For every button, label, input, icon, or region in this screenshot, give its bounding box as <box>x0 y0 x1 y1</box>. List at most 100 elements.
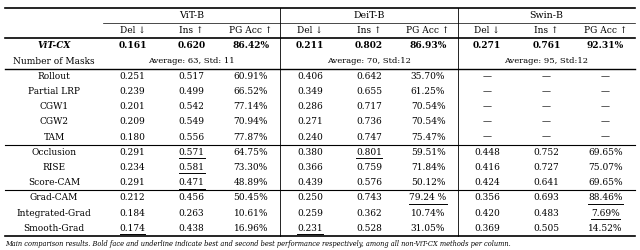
Text: Occlusion: Occlusion <box>31 148 77 157</box>
Text: 0.693: 0.693 <box>534 194 559 202</box>
Text: 0.239: 0.239 <box>120 87 145 96</box>
Text: 0.366: 0.366 <box>297 163 323 172</box>
Text: RISE: RISE <box>42 163 65 172</box>
Text: 0.251: 0.251 <box>120 72 145 81</box>
Text: 0.448: 0.448 <box>474 148 500 157</box>
Text: CGW1: CGW1 <box>40 102 68 111</box>
Text: 0.259: 0.259 <box>297 209 323 218</box>
Text: 0.286: 0.286 <box>297 102 323 111</box>
Text: 0.420: 0.420 <box>474 209 500 218</box>
Text: 0.231: 0.231 <box>297 224 323 233</box>
Text: 0.576: 0.576 <box>356 178 382 187</box>
Text: 31.05%: 31.05% <box>411 224 445 233</box>
Text: 0.620: 0.620 <box>178 42 205 50</box>
Text: 0.369: 0.369 <box>474 224 500 233</box>
Text: 0.271: 0.271 <box>297 118 323 126</box>
Text: 0.234: 0.234 <box>120 163 145 172</box>
Text: 0.263: 0.263 <box>179 209 204 218</box>
Text: 75.47%: 75.47% <box>411 133 445 142</box>
Text: 0.571: 0.571 <box>179 148 205 157</box>
Text: 69.65%: 69.65% <box>588 178 623 187</box>
Text: Score-CAM: Score-CAM <box>28 178 80 187</box>
Text: 0.505: 0.505 <box>533 224 559 233</box>
Text: 0.743: 0.743 <box>356 194 382 202</box>
Text: 48.89%: 48.89% <box>234 178 268 187</box>
Text: 0.581: 0.581 <box>179 163 205 172</box>
Text: 0.517: 0.517 <box>179 72 205 81</box>
Text: ViT-B: ViT-B <box>179 11 204 20</box>
Text: Rollout: Rollout <box>38 72 70 81</box>
Text: 0.542: 0.542 <box>179 102 205 111</box>
Text: 0.802: 0.802 <box>355 42 383 50</box>
Text: 0.416: 0.416 <box>474 163 500 172</box>
Text: Ins ↑: Ins ↑ <box>534 26 559 35</box>
Text: 0.161: 0.161 <box>118 42 147 50</box>
Text: Average: 95, Std:12: Average: 95, Std:12 <box>504 57 588 65</box>
Text: 0.471: 0.471 <box>179 178 205 187</box>
Text: —: — <box>542 133 551 142</box>
Text: 0.727: 0.727 <box>534 163 559 172</box>
Text: CGW2: CGW2 <box>40 118 68 126</box>
Text: 73.30%: 73.30% <box>234 163 268 172</box>
Text: 35.70%: 35.70% <box>411 72 445 81</box>
Text: 92.31%: 92.31% <box>587 42 624 50</box>
Text: 69.65%: 69.65% <box>588 148 623 157</box>
Text: 0.556: 0.556 <box>179 133 205 142</box>
Text: 0.642: 0.642 <box>356 72 382 81</box>
Text: TAM: TAM <box>44 133 65 142</box>
Text: PG Acc ↑: PG Acc ↑ <box>229 26 273 35</box>
Text: 7.69%: 7.69% <box>591 209 620 218</box>
Text: 0.424: 0.424 <box>474 178 500 187</box>
Text: 0.406: 0.406 <box>297 72 323 81</box>
Text: 75.07%: 75.07% <box>588 163 623 172</box>
Text: 0.362: 0.362 <box>356 209 382 218</box>
Text: 61.25%: 61.25% <box>411 87 445 96</box>
Text: Del ↓: Del ↓ <box>474 26 500 35</box>
Text: 0.356: 0.356 <box>474 194 500 202</box>
Text: —: — <box>601 102 610 111</box>
Text: 0.655: 0.655 <box>356 87 382 96</box>
Text: 0.483: 0.483 <box>534 209 559 218</box>
Text: 0.209: 0.209 <box>120 118 145 126</box>
Text: 0.240: 0.240 <box>297 133 323 142</box>
Text: —: — <box>542 87 551 96</box>
Text: 10.74%: 10.74% <box>411 209 445 218</box>
Text: PG Acc ↑: PG Acc ↑ <box>406 26 450 35</box>
Text: 0.174: 0.174 <box>120 224 145 233</box>
Text: 0.438: 0.438 <box>179 224 205 233</box>
Text: 0.549: 0.549 <box>179 118 205 126</box>
Text: 0.801: 0.801 <box>356 148 382 157</box>
Text: 77.87%: 77.87% <box>234 133 268 142</box>
Text: 0.759: 0.759 <box>356 163 382 172</box>
Text: ViT-CX: ViT-CX <box>37 42 70 50</box>
Text: 0.752: 0.752 <box>533 148 559 157</box>
Text: 71.84%: 71.84% <box>411 163 445 172</box>
Text: Average: 63, Std: 11: Average: 63, Std: 11 <box>148 57 235 65</box>
Text: 0.212: 0.212 <box>120 194 145 202</box>
Text: 66.52%: 66.52% <box>234 87 268 96</box>
Text: 0.747: 0.747 <box>356 133 382 142</box>
Text: 0.380: 0.380 <box>297 148 323 157</box>
Text: 0.211: 0.211 <box>296 42 324 50</box>
Text: Average: 70, Std:12: Average: 70, Std:12 <box>327 57 411 65</box>
Text: 0.528: 0.528 <box>356 224 382 233</box>
Text: —: — <box>483 102 492 111</box>
Text: 0.456: 0.456 <box>179 194 205 202</box>
Text: 86.42%: 86.42% <box>232 42 269 50</box>
Text: —: — <box>601 133 610 142</box>
Text: Main comparison results. Bold face and underline indicate best and second best p: Main comparison results. Bold face and u… <box>5 240 511 248</box>
Text: 86.93%: 86.93% <box>410 42 447 50</box>
Text: 14.52%: 14.52% <box>588 224 623 233</box>
Text: —: — <box>542 72 551 81</box>
Text: Partial LRP: Partial LRP <box>28 87 80 96</box>
Text: 60.91%: 60.91% <box>234 72 268 81</box>
Text: Grad-CAM: Grad-CAM <box>30 194 78 202</box>
Text: 70.94%: 70.94% <box>234 118 268 126</box>
Text: 0.736: 0.736 <box>356 118 382 126</box>
Text: 77.14%: 77.14% <box>234 102 268 111</box>
Text: 79.24 %: 79.24 % <box>410 194 447 202</box>
Text: 0.250: 0.250 <box>297 194 323 202</box>
Text: Integrated-Grad: Integrated-Grad <box>17 209 92 218</box>
Text: —: — <box>483 118 492 126</box>
Text: DeiT-B: DeiT-B <box>353 11 385 20</box>
